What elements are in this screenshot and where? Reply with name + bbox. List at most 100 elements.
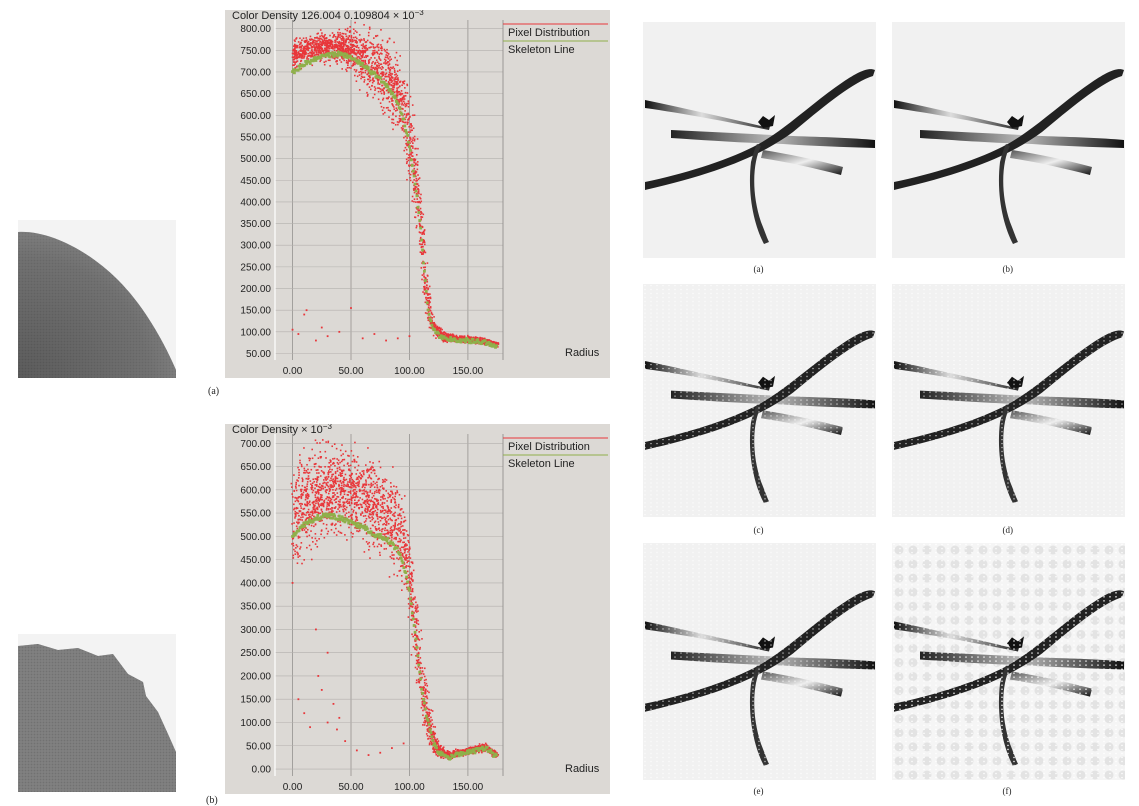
- pixel-point: [321, 519, 323, 522]
- pixel-point: [398, 115, 401, 117]
- pixel-point: [314, 537, 317, 540]
- pixel-point: [411, 580, 414, 582]
- pixel-point: [410, 126, 412, 129]
- pixel-point: [300, 57, 303, 59]
- pixel-point: [318, 500, 321, 502]
- pixel-point: [402, 121, 405, 123]
- skeleton-point: [396, 102, 400, 106]
- pixel-point: [418, 661, 421, 664]
- pixel-point: [425, 706, 428, 708]
- pixel-point: [439, 334, 441, 337]
- pixel-point: [423, 276, 426, 278]
- pixel-point: [393, 526, 396, 529]
- pixel-point: [359, 497, 361, 499]
- pixel-point: [322, 40, 325, 43]
- skeleton-point: [325, 53, 329, 57]
- pixel-point: [325, 491, 328, 494]
- pixel-point: [433, 321, 436, 324]
- pixel-point: [311, 53, 313, 56]
- pixel-point: [359, 477, 362, 480]
- skeleton-point: [319, 56, 322, 60]
- pixel-point: [338, 28, 341, 31]
- pixel-point: [314, 46, 317, 49]
- pixel-point: [353, 460, 356, 463]
- pixel-point: [356, 456, 359, 458]
- skeleton-point: [394, 96, 397, 100]
- pixel-point: [298, 536, 301, 539]
- pixel-point: [418, 631, 421, 633]
- pixel-point: [414, 618, 417, 620]
- pixel-point: [292, 544, 295, 547]
- pixel-point: [295, 38, 297, 40]
- pixel-point: [424, 288, 427, 290]
- skeleton-point: [369, 72, 373, 76]
- pixel-point: [418, 243, 421, 245]
- pixel-point: [424, 692, 427, 694]
- pixel-point: [416, 606, 419, 609]
- pixel-point: [380, 52, 382, 55]
- pixel-point: [374, 509, 377, 512]
- pixel-point: [291, 523, 293, 525]
- pixel-point: [312, 41, 314, 44]
- pixel-point: [336, 46, 339, 49]
- pixel-point: [369, 41, 371, 44]
- pixel-point: [404, 519, 407, 522]
- skeleton-point: [349, 55, 352, 58]
- pixel-point: [404, 105, 407, 108]
- pixel-point: [310, 558, 313, 561]
- pixel-point: [398, 69, 401, 71]
- pixel-point: [334, 471, 337, 473]
- pixel-point: [375, 59, 378, 62]
- pixel-point: [349, 43, 352, 46]
- pixel-point: [414, 159, 416, 162]
- pixel-point: [326, 484, 329, 487]
- pixel-point: [319, 504, 322, 507]
- pixel-point: [341, 486, 343, 489]
- pixel-point: [320, 37, 322, 40]
- pixel-point: [442, 746, 445, 749]
- pixel-point: [333, 457, 336, 460]
- pixel-point: [311, 64, 314, 67]
- pixel-point: [331, 41, 334, 43]
- pixel-point: [424, 251, 427, 254]
- pixel-point: [408, 154, 410, 156]
- pixel-point: [301, 513, 304, 516]
- pixel-point: [361, 55, 363, 57]
- pixel-point: [321, 38, 323, 41]
- skeleton-point: [388, 88, 392, 91]
- pixel-point: [393, 85, 395, 87]
- pixel-point: [346, 29, 348, 32]
- pixel-point: [353, 61, 356, 64]
- pixel-point: [396, 109, 399, 111]
- pixel-point: [307, 468, 309, 471]
- pixel-point: [438, 326, 441, 329]
- pixel-point: [342, 506, 345, 508]
- pixel-point: [354, 492, 357, 495]
- pixel-point: [375, 51, 378, 53]
- pixel-point: [357, 496, 359, 498]
- pixel-point: [327, 508, 330, 510]
- pixel-point: [381, 109, 384, 112]
- pixel-point: [364, 69, 367, 72]
- pixel-point: [363, 81, 366, 83]
- pixel-point: [300, 490, 303, 493]
- pixel-point: [297, 466, 299, 469]
- pixel-point: [324, 486, 326, 489]
- pixel-point: [292, 64, 294, 66]
- pixel-point: [451, 333, 454, 336]
- pixel-point: [446, 341, 449, 344]
- skeleton-point: [356, 61, 360, 65]
- pixel-point: [355, 512, 358, 515]
- pixel-point: [294, 67, 296, 69]
- skeleton-point: [439, 334, 443, 338]
- pixel-point: [374, 482, 377, 485]
- pixel-point: [354, 63, 356, 66]
- pixel-point: [373, 545, 376, 548]
- pixel-point: [387, 75, 389, 78]
- pixel-point: [355, 461, 358, 463]
- pixel-point: [301, 484, 304, 487]
- pixel-point: [384, 518, 387, 521]
- pixel-point: [369, 557, 371, 559]
- pixel-point: [421, 226, 424, 228]
- pixel-point: [317, 493, 320, 495]
